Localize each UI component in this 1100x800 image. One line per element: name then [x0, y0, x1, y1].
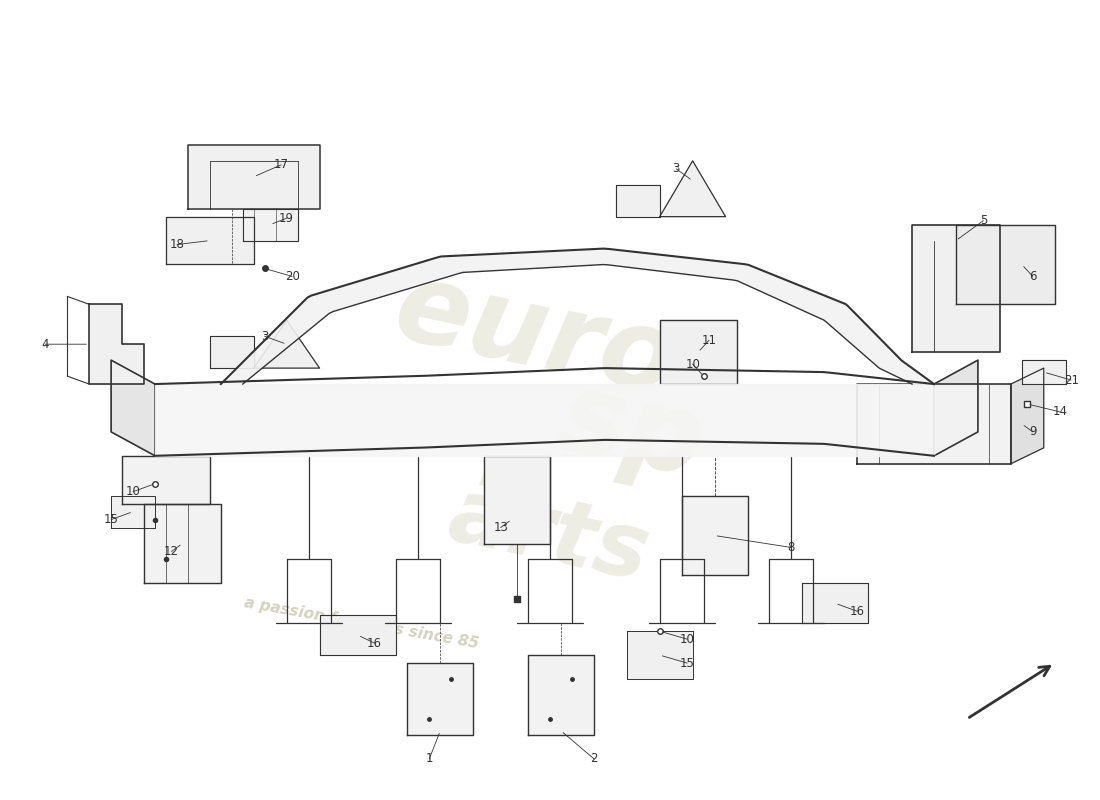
Polygon shape — [484, 456, 550, 543]
Text: 3: 3 — [672, 162, 680, 175]
Text: 9: 9 — [1028, 426, 1036, 438]
Text: 10: 10 — [685, 358, 700, 370]
Text: 16: 16 — [849, 605, 865, 618]
Text: 21: 21 — [1064, 374, 1079, 386]
Text: ärts: ärts — [440, 471, 657, 599]
Polygon shape — [528, 655, 594, 735]
Text: sp: sp — [550, 365, 715, 499]
Polygon shape — [660, 320, 737, 384]
Polygon shape — [89, 304, 144, 384]
Polygon shape — [407, 663, 473, 735]
Polygon shape — [166, 217, 254, 265]
Text: 15: 15 — [680, 657, 694, 670]
Polygon shape — [802, 583, 868, 623]
Text: 11: 11 — [702, 334, 716, 346]
Text: 1: 1 — [426, 752, 433, 766]
Polygon shape — [111, 496, 155, 527]
Polygon shape — [254, 320, 320, 368]
Text: 5: 5 — [980, 214, 987, 227]
Polygon shape — [857, 384, 1011, 464]
Polygon shape — [210, 336, 254, 368]
Text: 4: 4 — [42, 338, 50, 350]
Polygon shape — [144, 504, 221, 583]
Polygon shape — [320, 615, 396, 655]
Text: 13: 13 — [493, 521, 508, 534]
Polygon shape — [243, 209, 298, 241]
Polygon shape — [934, 360, 978, 456]
Text: 14: 14 — [1053, 406, 1068, 418]
Polygon shape — [682, 496, 748, 575]
Text: 19: 19 — [279, 212, 294, 225]
Text: 20: 20 — [285, 270, 299, 283]
Polygon shape — [188, 145, 320, 209]
Polygon shape — [221, 249, 934, 384]
Text: 3: 3 — [261, 330, 268, 342]
Text: a passion for parts since 85: a passion for parts since 85 — [243, 595, 480, 651]
Polygon shape — [627, 631, 693, 679]
Text: 12: 12 — [164, 545, 179, 558]
Text: 16: 16 — [367, 637, 382, 650]
Polygon shape — [111, 360, 155, 456]
Polygon shape — [956, 225, 1055, 304]
Polygon shape — [912, 225, 1000, 352]
Text: 10: 10 — [125, 485, 141, 498]
Polygon shape — [1011, 368, 1044, 464]
Text: 2: 2 — [590, 752, 597, 766]
Polygon shape — [122, 456, 210, 504]
Text: 8: 8 — [788, 541, 795, 554]
Text: 18: 18 — [169, 238, 185, 251]
Polygon shape — [1022, 360, 1066, 384]
Text: 15: 15 — [103, 513, 119, 526]
Text: 17: 17 — [274, 158, 288, 171]
Polygon shape — [660, 161, 726, 217]
Text: 10: 10 — [680, 633, 694, 646]
Text: 6: 6 — [1028, 270, 1036, 283]
Polygon shape — [616, 185, 660, 217]
Text: euro: euro — [385, 254, 688, 418]
